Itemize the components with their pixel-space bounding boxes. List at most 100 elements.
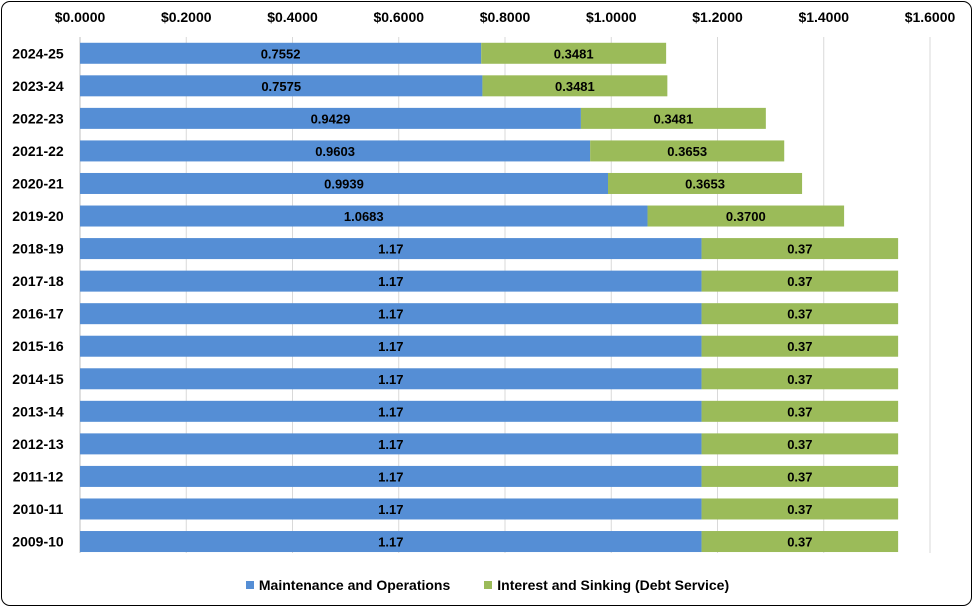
bar-interest (701, 238, 899, 260)
bar-maintenance (80, 531, 702, 553)
category-label: 2019-20 (12, 208, 64, 224)
bar-maintenance (80, 205, 648, 227)
bar-maintenance (80, 42, 482, 64)
legend-item-maintenance: Maintenance and Operations (245, 577, 451, 593)
bar-interest (701, 335, 899, 357)
data-label-maintenance: 1.17 (378, 372, 403, 387)
x-tick-label: $0.2000 (161, 9, 212, 25)
x-tick-label: $1.0000 (586, 9, 637, 25)
data-label-interest: 0.37 (787, 502, 812, 517)
data-label-maintenance: 0.7552 (261, 46, 301, 61)
data-label-interest: 0.37 (787, 469, 812, 484)
legend: Maintenance and Operations Interest and … (0, 575, 975, 595)
x-tick-label: $0.8000 (480, 9, 531, 25)
bar-maintenance (80, 140, 591, 162)
data-label-maintenance: 1.17 (378, 469, 403, 484)
bar-maintenance (80, 238, 702, 260)
data-label-maintenance: 1.17 (378, 339, 403, 354)
bar-maintenance (80, 465, 702, 487)
data-label-interest: 0.37 (787, 339, 812, 354)
data-label-interest: 0.3481 (653, 111, 693, 126)
bar-interest (481, 42, 667, 64)
legend-swatch-maintenance (245, 581, 254, 589)
category-label: 2013-14 (12, 403, 64, 419)
bar-maintenance (80, 172, 609, 194)
bar-maintenance (80, 75, 483, 97)
bar-maintenance (80, 270, 702, 292)
bars (80, 42, 899, 553)
bar-interest (701, 270, 899, 292)
bar-interest (590, 140, 785, 162)
category-label: 2020-21 (12, 175, 64, 191)
category-label: 2015-16 (12, 338, 64, 354)
data-label-interest: 0.37 (787, 404, 812, 419)
bar-maintenance (80, 400, 702, 422)
category-label: 2011-12 (13, 468, 64, 484)
bar-interest (701, 531, 899, 553)
bar-interest (647, 205, 845, 227)
category-label: 2009-10 (12, 534, 64, 550)
bar-interest (482, 75, 668, 97)
bar-maintenance (80, 303, 702, 325)
category-label: 2021-22 (12, 143, 64, 159)
data-label-interest: 0.3700 (726, 209, 766, 224)
bar-interest (701, 465, 899, 487)
data-label-maintenance: 1.17 (378, 274, 403, 289)
data-labels: 0.7552 0.3481 0.7575 0.3481 0.9429 0.3481 0.96… (261, 46, 813, 549)
x-tick-label: $1.6000 (905, 9, 956, 25)
y-axis-categories: 2024-25 2023-24 2022-23 2021-22 2020-21 2019-… (12, 45, 64, 549)
x-tick-label: $1.2000 (692, 9, 743, 25)
data-label-interest: 0.37 (787, 307, 812, 322)
data-label-interest: 0.37 (787, 372, 812, 387)
bar-interest (608, 172, 803, 194)
category-label: 2024-25 (12, 45, 64, 61)
data-label-maintenance: 0.9429 (311, 111, 351, 126)
data-label-maintenance: 1.17 (378, 502, 403, 517)
data-label-maintenance: 1.17 (378, 535, 403, 550)
category-label: 2010-11 (13, 501, 64, 517)
category-label: 2017-18 (12, 273, 64, 289)
data-label-maintenance: 0.7575 (261, 79, 301, 94)
bar-interest (701, 368, 899, 390)
category-label: 2014-15 (12, 371, 64, 387)
data-label-maintenance: 1.17 (378, 437, 403, 452)
data-label-maintenance: 0.9939 (324, 176, 364, 191)
data-label-maintenance: 0.9603 (315, 144, 355, 159)
data-label-maintenance: 1.0683 (344, 209, 384, 224)
bar-interest (701, 498, 899, 520)
bar-maintenance (80, 368, 702, 390)
bar-maintenance (80, 433, 702, 455)
x-tick-label: $1.4000 (798, 9, 849, 25)
legend-label-maintenance: Maintenance and Operations (258, 577, 451, 593)
x-tick-label: $0.4000 (267, 9, 318, 25)
x-tick-label: $0.6000 (373, 9, 424, 25)
category-label: 2016-17 (12, 306, 64, 322)
legend-item-interest: Interest and Sinking (Debt Service) (484, 577, 729, 593)
data-label-maintenance: 1.17 (378, 404, 403, 419)
data-label-interest: 0.37 (787, 242, 812, 257)
bar-maintenance (80, 335, 702, 357)
bar-maintenance (80, 498, 702, 520)
data-label-maintenance: 1.17 (378, 307, 403, 322)
data-label-interest: 0.37 (787, 535, 812, 550)
x-tick-label: $0.0000 (55, 9, 106, 25)
bar-interest (701, 303, 899, 325)
category-label: 2023-24 (12, 78, 64, 94)
data-label-interest: 0.3481 (555, 79, 595, 94)
category-label: 2018-19 (12, 241, 64, 257)
data-label-interest: 0.3653 (667, 144, 707, 159)
bar-interest (701, 400, 899, 422)
legend-swatch-interest (484, 581, 493, 589)
bar-interest (701, 433, 899, 455)
legend-label-interest: Interest and Sinking (Debt Service) (497, 577, 730, 593)
x-axis-ticks: $0.0000 $0.2000 $0.4000 $0.6000 $0.8000 $1.00… (55, 9, 956, 25)
data-label-interest: 0.37 (787, 437, 812, 452)
bar-interest (580, 107, 766, 129)
category-label: 2022-23 (12, 110, 64, 126)
category-label: 2012-13 (12, 436, 64, 452)
data-label-interest: 0.3653 (685, 176, 725, 191)
data-label-interest: 0.37 (787, 274, 812, 289)
data-label-interest: 0.3481 (554, 46, 594, 61)
data-label-maintenance: 1.17 (378, 242, 403, 257)
